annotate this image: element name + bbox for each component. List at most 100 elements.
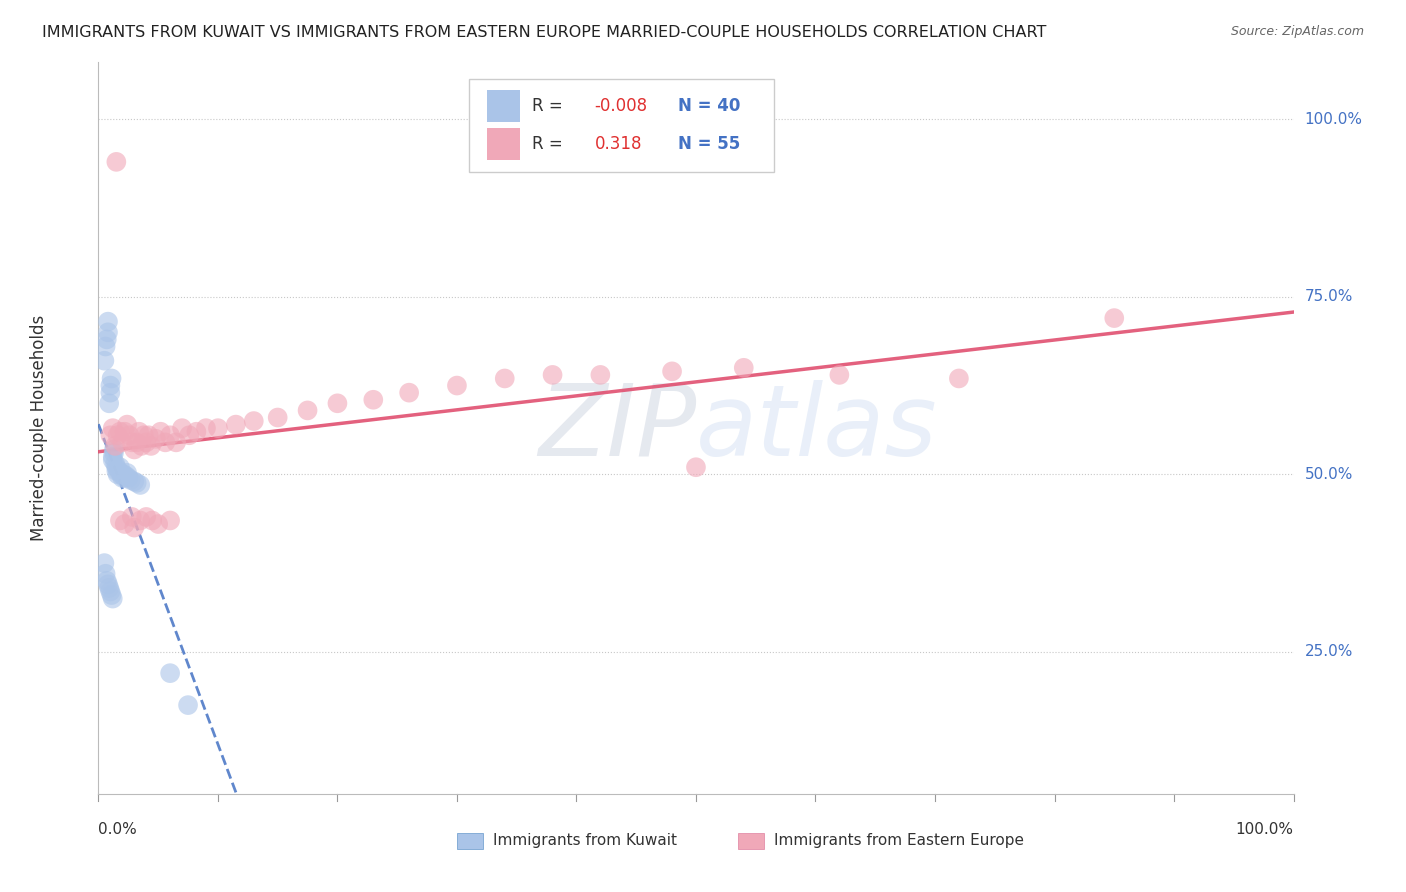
Point [94, 566, 117, 581]
FancyBboxPatch shape [486, 128, 520, 161]
Point [159, 666, 181, 681]
Point [101, 453, 124, 467]
Point [131, 439, 153, 453]
Point [186, 425, 208, 439]
Point [145, 432, 167, 446]
Point [115, 417, 138, 432]
Point [115, 466, 138, 480]
Point [120, 473, 142, 487]
Text: R =: R = [533, 136, 568, 153]
Point [398, 385, 420, 400]
Point [98, 385, 122, 400]
Point [207, 421, 229, 435]
Point [108, 460, 131, 475]
Point [117, 471, 139, 485]
Point [98, 396, 121, 410]
Text: 0.318: 0.318 [595, 136, 643, 153]
Text: 100.0%: 100.0% [1305, 112, 1362, 127]
Point [118, 428, 141, 442]
Point [132, 428, 155, 442]
Point [98, 378, 122, 392]
Point [111, 471, 134, 485]
Text: R =: R = [533, 97, 568, 115]
Text: 100.0%: 100.0% [1236, 822, 1294, 838]
Point [177, 698, 200, 712]
Point [733, 360, 755, 375]
Point [114, 471, 136, 485]
Text: 0.0%: 0.0% [98, 822, 138, 838]
Point [446, 378, 468, 392]
Point [125, 475, 148, 490]
Point [195, 421, 218, 435]
Point [104, 457, 127, 471]
Point [103, 442, 125, 457]
Point [98, 584, 122, 599]
Bar [738, 832, 763, 849]
Point [135, 510, 157, 524]
Point [1104, 311, 1126, 326]
Point [94, 339, 117, 353]
Text: 75.0%: 75.0% [1305, 289, 1353, 304]
Point [93, 353, 115, 368]
Point [101, 450, 124, 464]
Point [121, 510, 143, 524]
Point [98, 428, 122, 442]
Point [138, 428, 160, 442]
Point [111, 435, 134, 450]
Point [129, 513, 152, 527]
Point [124, 475, 146, 489]
Point [105, 464, 128, 478]
Point [107, 467, 129, 482]
Point [112, 467, 135, 482]
Text: ZIP: ZIP [537, 380, 696, 476]
Point [129, 478, 152, 492]
Point [159, 428, 181, 442]
Text: Married-couple Households: Married-couple Households [30, 315, 48, 541]
Text: 25.0%: 25.0% [1305, 644, 1353, 659]
Point [97, 315, 120, 329]
Point [100, 588, 122, 602]
Point [149, 425, 172, 439]
FancyBboxPatch shape [486, 90, 520, 122]
Point [93, 556, 115, 570]
Bar [457, 832, 484, 849]
Text: -0.008: -0.008 [595, 97, 648, 115]
Point [121, 435, 143, 450]
Point [101, 591, 124, 606]
FancyBboxPatch shape [470, 78, 773, 172]
Point [326, 396, 349, 410]
Point [661, 364, 683, 378]
Point [105, 460, 128, 475]
Point [114, 516, 136, 531]
Point [97, 577, 120, 591]
Point [179, 428, 201, 442]
Point [125, 435, 148, 450]
Point [96, 332, 118, 346]
Text: Source: ZipAtlas.com: Source: ZipAtlas.com [1230, 25, 1364, 38]
Point [243, 414, 266, 428]
Text: atlas: atlas [696, 380, 938, 476]
Point [589, 368, 612, 382]
Point [104, 439, 127, 453]
Point [148, 516, 170, 531]
Text: Immigrants from Kuwait: Immigrants from Kuwait [494, 833, 676, 848]
Point [267, 410, 290, 425]
Point [110, 467, 132, 482]
Point [948, 371, 970, 385]
Point [107, 428, 129, 442]
Point [225, 417, 247, 432]
Point [101, 421, 124, 435]
Point [103, 446, 125, 460]
Point [494, 371, 516, 385]
Point [124, 520, 146, 534]
Point [159, 513, 181, 527]
Text: Immigrants from Eastern Europe: Immigrants from Eastern Europe [773, 833, 1024, 848]
Point [135, 435, 157, 450]
Text: IMMIGRANTS FROM KUWAIT VS IMMIGRANTS FROM EASTERN EUROPE MARRIED-COUPLE HOUSEHOL: IMMIGRANTS FROM KUWAIT VS IMMIGRANTS FRO… [42, 25, 1046, 40]
Point [141, 513, 163, 527]
Point [128, 425, 150, 439]
Point [139, 439, 162, 453]
Text: N = 40: N = 40 [678, 97, 741, 115]
Text: 50.0%: 50.0% [1305, 467, 1353, 482]
Point [363, 392, 385, 407]
